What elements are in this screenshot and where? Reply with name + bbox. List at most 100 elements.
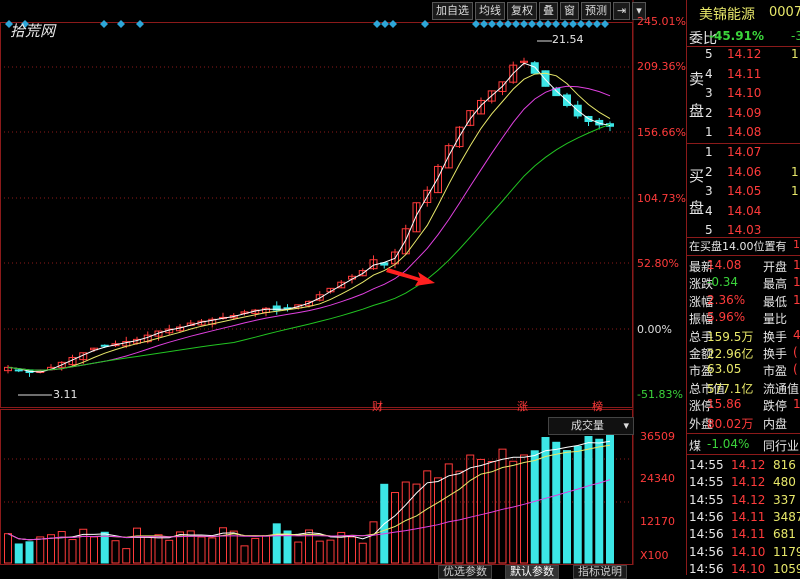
buy-level[interactable]: 5 14.03 [687, 223, 800, 240]
buy-level[interactable]: 3 14.05 1 [687, 184, 800, 201]
industry-tab[interactable]: 煤 [689, 439, 702, 453]
event-dot [512, 20, 520, 28]
stat-label: 开盘 [763, 260, 788, 274]
volume-bar [358, 542, 367, 564]
volume-indicator-select[interactable]: 成交量 ▾ [548, 417, 634, 435]
event-dot [544, 20, 552, 28]
buy-level[interactable]: 2 14.06 1 [687, 165, 800, 182]
volume-bar [563, 450, 571, 564]
stat-value: 80.02万 [707, 416, 754, 431]
event-marker[interactable]: 财 [372, 400, 383, 413]
sell-label: 卖 [689, 70, 705, 88]
tick-time: 14:56 [689, 527, 724, 542]
buy-level[interactable]: 1 14.07 [687, 145, 800, 162]
red-arrow-icon [386, 268, 435, 286]
panel-divider [687, 143, 800, 144]
volume-bar [176, 531, 184, 564]
wei-bi-value: -45.91% [709, 29, 764, 43]
same-industry-tab[interactable]: 同行业 [763, 439, 800, 453]
candle-body [477, 99, 485, 115]
level-price: 14.06 [727, 164, 762, 179]
candle-body [412, 202, 421, 233]
stat-value: 15.86 [707, 397, 742, 412]
volume-bar [326, 539, 335, 564]
event-dot [480, 20, 488, 28]
tick-volume: 1179 [773, 544, 800, 559]
volume-bar [36, 536, 45, 564]
tab-default-params[interactable]: 默认参数 [505, 565, 559, 579]
volume-bar [498, 448, 507, 564]
notice-text: 在买盘14.00位置有 [689, 240, 787, 253]
volume-axis-label: 36509 [640, 430, 675, 443]
volume-bar [133, 527, 141, 564]
stat-label: 换手 [763, 347, 788, 361]
volume-bar [47, 534, 55, 564]
adjust-rights-button[interactable]: 复权 [507, 2, 537, 20]
candle-body [4, 366, 12, 372]
volume-bar [272, 523, 281, 564]
add-watchlist-button[interactable]: 加自选 [432, 2, 473, 20]
buy-level[interactable]: 4 14.04 [687, 204, 800, 221]
tick-price: 14.12 [731, 458, 766, 472]
volume-bar [154, 534, 163, 564]
event-marker[interactable]: 榜 [592, 400, 603, 413]
panel-divider [687, 454, 800, 455]
candle-series [4, 57, 614, 377]
level-price: 14.10 [727, 86, 762, 100]
level-number: 3 [705, 184, 713, 198]
triangle-down-icon[interactable]: ▾ [632, 2, 646, 20]
wei-cha-value: -3 [791, 29, 800, 43]
tick-volume: 816 [773, 458, 796, 472]
candle-body [498, 81, 507, 92]
volume-bars [4, 432, 614, 564]
overlay-button[interactable]: 叠 [539, 2, 558, 20]
level-number: 2 [705, 164, 713, 179]
level-number: 1 [705, 145, 713, 159]
candle-body [444, 145, 453, 169]
axis-label: 209.36% [637, 60, 686, 73]
stat-value: 1 [793, 397, 800, 412]
stock-name: 美锦能源 [699, 7, 755, 23]
volume-bar [552, 441, 561, 564]
vol-ma30-line [7, 479, 611, 541]
tab-optimal-params[interactable]: 优选参数 [438, 565, 492, 579]
stat-label: 外盘 [689, 416, 714, 431]
event-dots [5, 20, 609, 28]
event-dot [536, 20, 544, 28]
sell-level[interactable]: 5 14.12 1 [687, 47, 800, 64]
watermark-logo: 拾荒网 [10, 22, 56, 40]
sell-level[interactable]: 2 14.09 [687, 106, 800, 123]
axis-label: 52.80% [637, 257, 679, 270]
candle-body [423, 189, 432, 204]
event-dot [504, 20, 512, 28]
volume-bar [530, 450, 539, 564]
event-dot [100, 20, 108, 28]
moving-average-button[interactable]: 均线 [475, 2, 505, 20]
axis-label: 0.00% [637, 323, 672, 336]
level-price: 14.07 [727, 145, 762, 159]
window-button[interactable]: 窗 [560, 2, 579, 20]
tick-volume: 480 [773, 475, 796, 490]
volume-bar [251, 537, 260, 564]
forecast-button[interactable]: 预测 [581, 2, 611, 20]
volume-bar [315, 540, 324, 564]
level-price: 14.12 [727, 47, 762, 61]
volume-bar [584, 436, 593, 564]
sell-level[interactable]: 4 14.11 [687, 67, 800, 84]
candle-body [487, 90, 496, 102]
stat-value: 1 [793, 258, 800, 272]
volume-bar [197, 536, 206, 564]
volume-axis-label: 24340 [640, 472, 675, 485]
sell-level[interactable]: 3 14.10 [687, 86, 800, 103]
event-marker[interactable]: 涨 [517, 400, 528, 413]
level-number: 5 [705, 47, 713, 61]
stat-label: 涨幅 [689, 294, 714, 309]
step-right-icon[interactable]: ⇥ [613, 2, 631, 20]
stat-value: 159.5万 [707, 329, 754, 344]
tick-volume: 1059 [773, 561, 800, 576]
tab-indicator-help[interactable]: 指标说明 [573, 565, 627, 579]
sell-level[interactable]: 1 14.08 [687, 125, 800, 142]
stat-value: -0.34 [707, 275, 739, 290]
volume-bar [57, 531, 66, 564]
